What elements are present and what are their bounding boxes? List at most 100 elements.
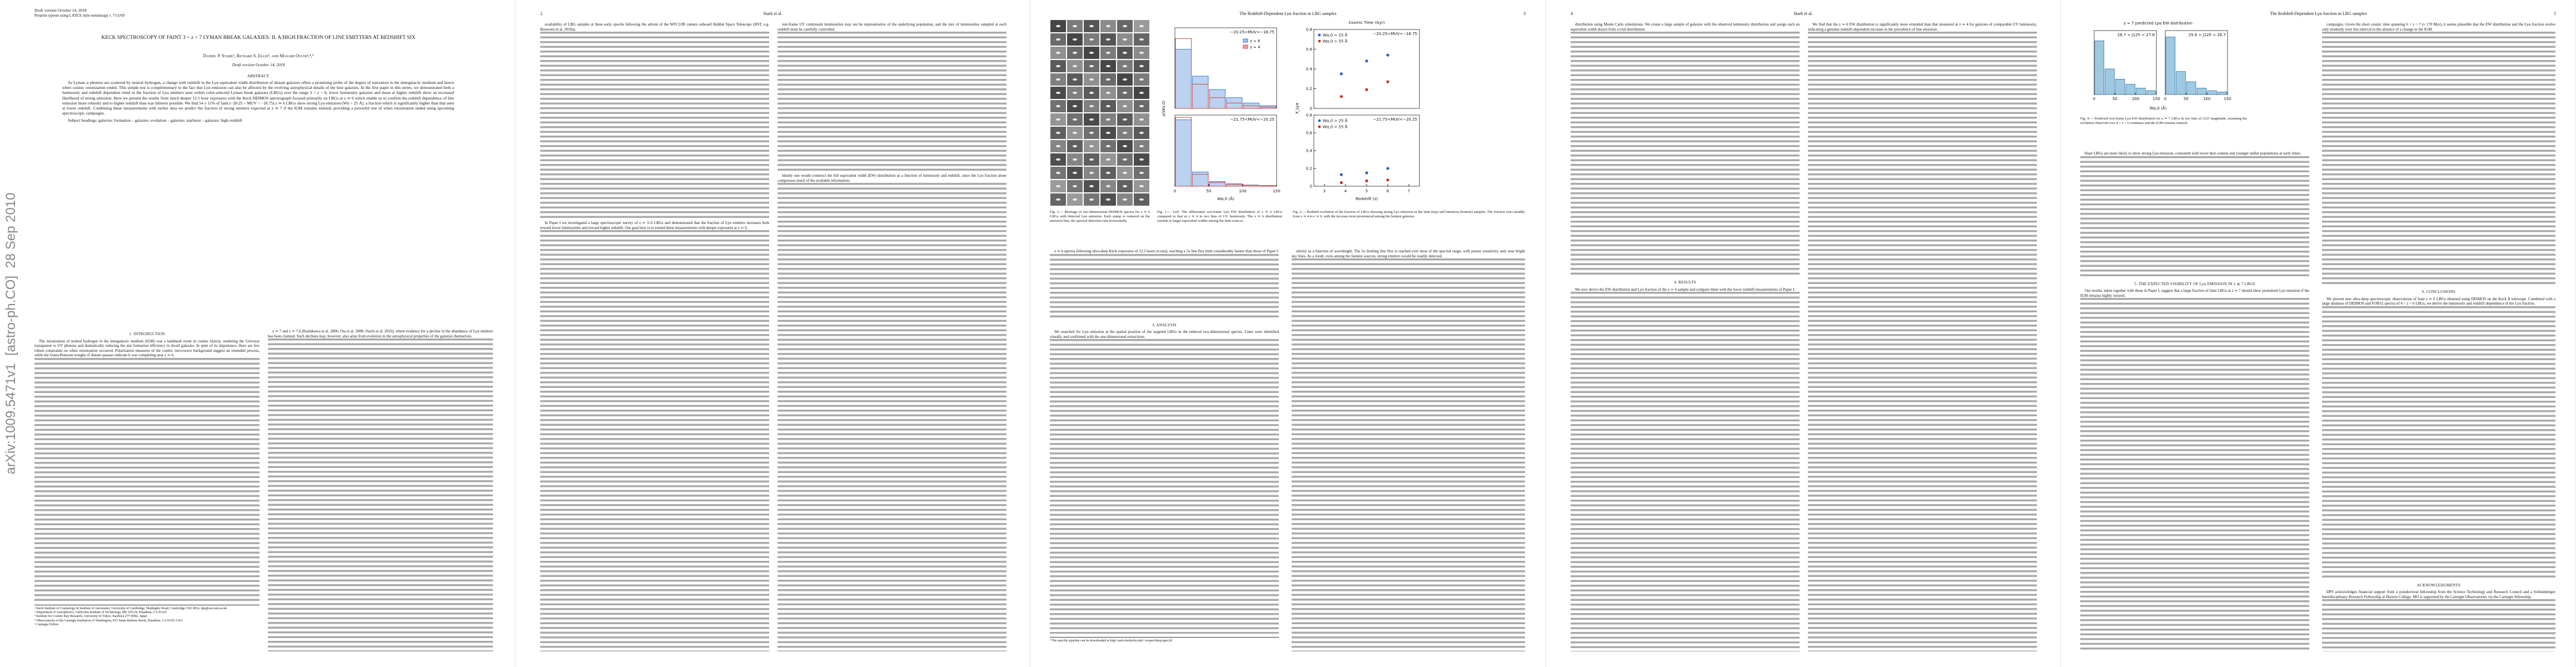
section-heading: 3. ANALYSIS xyxy=(1152,322,1177,327)
x-axis-label: Wα,0 (Å) xyxy=(2150,106,2167,111)
emission-line xyxy=(1073,145,1077,147)
x-tick-label: 5 xyxy=(1366,189,1368,193)
text-column: bluer LBGs are more likely to show stron… xyxy=(2080,151,2309,651)
emission-line xyxy=(1106,145,1110,147)
section-heading: 5. THE EXPECTED VISIBILITY OF Lyα EMISSI… xyxy=(2134,281,2255,286)
histogram-bar xyxy=(1226,102,1243,109)
footnotes: ¹ Kavli Institute of Cosmology & Institu… xyxy=(34,605,260,627)
emission-line xyxy=(1073,198,1077,201)
emission-line xyxy=(1073,118,1077,121)
draft-date: Draft version October 14, 2018 xyxy=(232,62,285,67)
text-lines xyxy=(2080,156,2309,279)
figure-caption: Fig. 4.— Predicted rest-frame Lyα EW dis… xyxy=(2080,117,2247,125)
emission-line xyxy=(1123,25,1127,27)
emission-line xyxy=(1056,158,1060,161)
data-point xyxy=(1365,171,1368,175)
histogram-bar xyxy=(2176,71,2186,95)
paragraph: In Paper I we investigated a large spect… xyxy=(540,221,769,230)
x-tick-label: 50 xyxy=(2112,97,2117,101)
emission-line xyxy=(1056,132,1060,134)
x-tick-label: 50 xyxy=(1207,189,1212,193)
legend-label: Wα,0 > 55 Å xyxy=(1323,39,1348,44)
emission-line xyxy=(1123,52,1127,54)
emission-line xyxy=(1056,185,1060,187)
x-tick-label: 3 xyxy=(1323,189,1326,193)
data-point xyxy=(1339,95,1343,98)
panel-label: −21.75<MUV<−20.25 xyxy=(1230,117,1275,122)
legend-swatch xyxy=(1243,38,1248,43)
text-lines xyxy=(2322,32,2555,287)
emission-line xyxy=(1073,52,1077,54)
text-lines xyxy=(268,339,493,651)
page-number: 5 xyxy=(2554,11,2556,16)
page: 5 The Redshift-Dependent Lyα fraction in … xyxy=(2061,0,2576,667)
histogram-bar xyxy=(2207,90,2217,95)
paragraph: distribution using Monte Carlo simulatio… xyxy=(1571,22,1800,32)
histogram-bar xyxy=(2125,84,2136,95)
text-column: 1. INTRODUCTION The reionization of neutr… xyxy=(34,329,260,601)
ew-histogram-figure: −20.25<MUV<−18.75 z ≃ 6 z ≃ 4 −21.75<MUV<−2… xyxy=(1162,27,1280,201)
legend-marker xyxy=(1318,125,1321,128)
legend-label: Wα,0 > 55 Å xyxy=(1323,125,1348,130)
emission-line xyxy=(1139,145,1144,147)
emission-line xyxy=(1073,158,1077,161)
y-tick-label: 0.2 xyxy=(1306,167,1312,171)
text-lines xyxy=(778,32,1007,173)
x-tick-label: 4 xyxy=(1344,189,1347,193)
data-point xyxy=(1386,167,1389,170)
y-axis-label: X_Lyα xyxy=(1295,102,1299,114)
draft-note: Draft version October 14, 2018 xyxy=(34,8,87,13)
abstract-text: As Lyman α photons are scattered by neut… xyxy=(62,80,454,116)
emission-line xyxy=(1139,52,1144,54)
page: Draft version October 14, 2018 Preprint t… xyxy=(0,0,515,667)
panel-frame xyxy=(1174,115,1277,187)
data-point xyxy=(1339,181,1343,185)
predicted-ew-figure: z ≈ 7 predicted Lyα EW distribution 26.7 … xyxy=(2093,21,2231,111)
legend-swatch xyxy=(1243,44,1248,49)
page-number: 3 xyxy=(1523,11,1526,16)
subject-headings: Subject headings: galaxies: formation – … xyxy=(68,118,243,123)
emission-line xyxy=(1139,92,1144,94)
x-tick-label: 7 xyxy=(1408,189,1410,193)
paragraph: z ≃ 6 spectra following ultra-deep Keck … xyxy=(1054,249,1279,253)
emission-line xyxy=(1123,185,1127,187)
emission-line xyxy=(1089,92,1094,94)
legend-label: Wα,0 > 25 Å xyxy=(1323,118,1348,123)
text-column: We find that the z ≃ 6 EW distribution i… xyxy=(1808,22,2037,651)
emission-line xyxy=(1139,132,1144,134)
emission-line xyxy=(1123,198,1127,201)
x-tick-label: 100 xyxy=(1239,189,1246,193)
emission-line xyxy=(1056,172,1060,174)
panel-frame xyxy=(1174,27,1277,109)
page: 3 The Redshift-Dependent Lyα fraction in … xyxy=(1030,0,1546,667)
paragraph: bluer LBGs are more likely to show stron… xyxy=(2085,151,2301,156)
text-column: z ≃ 7 and z ≃ 7.6 (Kashikawa et al. 2006… xyxy=(268,329,493,651)
emission-line xyxy=(1123,158,1127,161)
section-heading: 1. INTRODUCTION xyxy=(129,332,165,336)
data-point xyxy=(1339,173,1343,176)
x-tick-label: 100 xyxy=(2203,97,2210,101)
running-head: The Redshift-Dependent Lyα fraction in L… xyxy=(1239,11,1337,16)
text-lines xyxy=(1571,292,1800,651)
y-tick-label: 0 xyxy=(1310,185,1312,189)
emission-line xyxy=(1089,78,1094,81)
text-lines xyxy=(1050,339,1279,634)
histogram-bar xyxy=(1243,185,1259,187)
footnotes: ³ The specific pipeline can be downloade… xyxy=(1050,637,1279,643)
emission-line xyxy=(1123,145,1127,147)
running-head: The Redshift-Dependent Lyα fraction in L… xyxy=(2270,11,2367,16)
figure-caption: Fig. 1.— Left: The differential rest-fra… xyxy=(1157,210,1282,223)
histogram-bar xyxy=(2165,37,2176,95)
histogram-bar xyxy=(1192,174,1209,187)
histogram-bar xyxy=(1209,89,1225,109)
histogram-bar xyxy=(2115,79,2125,95)
section-heading: ACKNOWLEDGMENTS xyxy=(2416,583,2461,588)
paragraph: rest-frame UV continuum luminosities may… xyxy=(778,22,1007,32)
panel-frame xyxy=(2165,30,2228,95)
histogram-bar xyxy=(1209,181,1225,187)
paragraph: z ≃ 7 and z ≃ 7.6 (Kashikawa et al. 2006… xyxy=(268,329,493,339)
paragraph: We now derive the EW distribution and Ly… xyxy=(1575,287,1796,292)
emission-line xyxy=(1089,132,1094,134)
emission-line xyxy=(1073,172,1077,174)
text-column: campaigns. Given the short cosmic time s… xyxy=(2322,22,2555,651)
